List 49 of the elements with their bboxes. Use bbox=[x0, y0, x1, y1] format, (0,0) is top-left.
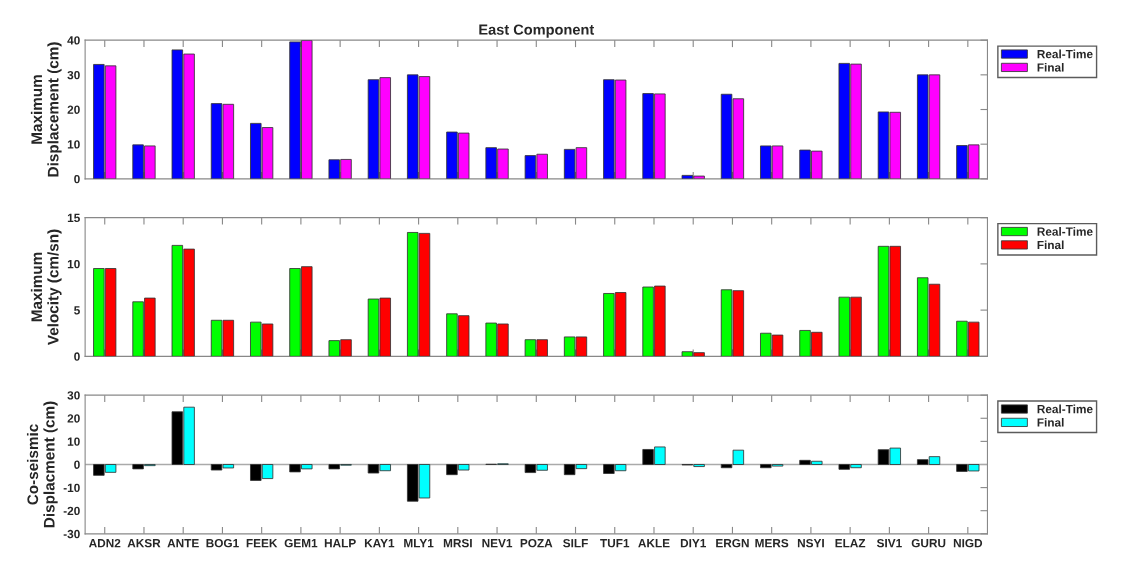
x-tick-label: HALP bbox=[324, 539, 356, 548]
x-tick-label: MRSI bbox=[443, 538, 472, 548]
x-tick-label: NSYI bbox=[797, 538, 824, 548]
legend-label: Final bbox=[1037, 240, 1064, 250]
x-tick-label: NEV1 bbox=[482, 539, 513, 548]
x-tick-label: SILF bbox=[563, 538, 588, 548]
y-tick-label: -10 bbox=[63, 483, 80, 492]
x-tick-label: TUF1 bbox=[600, 539, 630, 548]
x-tick-label: ADN2 bbox=[88, 538, 121, 548]
x-tick-label: ANTE bbox=[167, 539, 199, 548]
y-axis-title: Co-seismic Displacment (cm) bbox=[26, 401, 58, 528]
legend-label: Final bbox=[1037, 417, 1064, 427]
y-tick-label: 10 bbox=[67, 140, 80, 149]
y-tick-label: 15 bbox=[67, 213, 80, 223]
x-tick-label: FEEK bbox=[246, 539, 278, 548]
y-tick-label: 20 bbox=[67, 105, 80, 114]
y-tick-label: 5 bbox=[74, 306, 80, 315]
chart-title: East Component bbox=[479, 24, 595, 38]
legend-label: Real-Time bbox=[1037, 227, 1093, 236]
y-tick-label: -30 bbox=[63, 529, 80, 539]
y-tick-label: 20 bbox=[67, 414, 80, 423]
legend-label: Real-Time bbox=[1037, 404, 1093, 414]
y-tick-label: 30 bbox=[67, 391, 80, 400]
x-tick-label: MLY1 bbox=[404, 539, 434, 548]
y-tick-label: 0 bbox=[74, 174, 80, 184]
y-tick-label: 40 bbox=[67, 36, 80, 45]
y-tick-label: 10 bbox=[67, 259, 80, 269]
y-tick-label: -20 bbox=[63, 506, 80, 516]
y-axis-title: Maximum Velocity (cm/sn) bbox=[30, 229, 62, 346]
x-tick-label: ELAZ bbox=[835, 539, 866, 548]
x-tick-label: NIGD bbox=[953, 538, 983, 548]
x-tick-label: DIY1 bbox=[680, 539, 707, 548]
y-tick-label: 10 bbox=[67, 437, 80, 446]
x-tick-label: POZA bbox=[520, 538, 553, 548]
x-tick-label: SIV1 bbox=[876, 538, 902, 548]
x-tick-label: MERS bbox=[755, 538, 789, 548]
y-axis-title: Maximum Displacement (cm) bbox=[30, 42, 62, 177]
y-tick-label: 0 bbox=[74, 352, 80, 361]
x-tick-label: GEM1 bbox=[284, 538, 318, 548]
x-tick-label: GURU bbox=[911, 538, 946, 548]
x-tick-label: AKSR bbox=[127, 538, 161, 548]
x-tick-label: AKLE bbox=[638, 539, 670, 548]
x-tick-label: BOG1 bbox=[206, 538, 239, 548]
legend-label: Real-Time bbox=[1037, 49, 1093, 59]
legend-label: Final bbox=[1037, 62, 1064, 72]
y-tick-label: 30 bbox=[67, 70, 80, 80]
x-tick-label: KAY1 bbox=[364, 539, 395, 548]
y-tick-label: 0 bbox=[74, 460, 80, 469]
x-tick-label: ERGN bbox=[716, 538, 749, 548]
